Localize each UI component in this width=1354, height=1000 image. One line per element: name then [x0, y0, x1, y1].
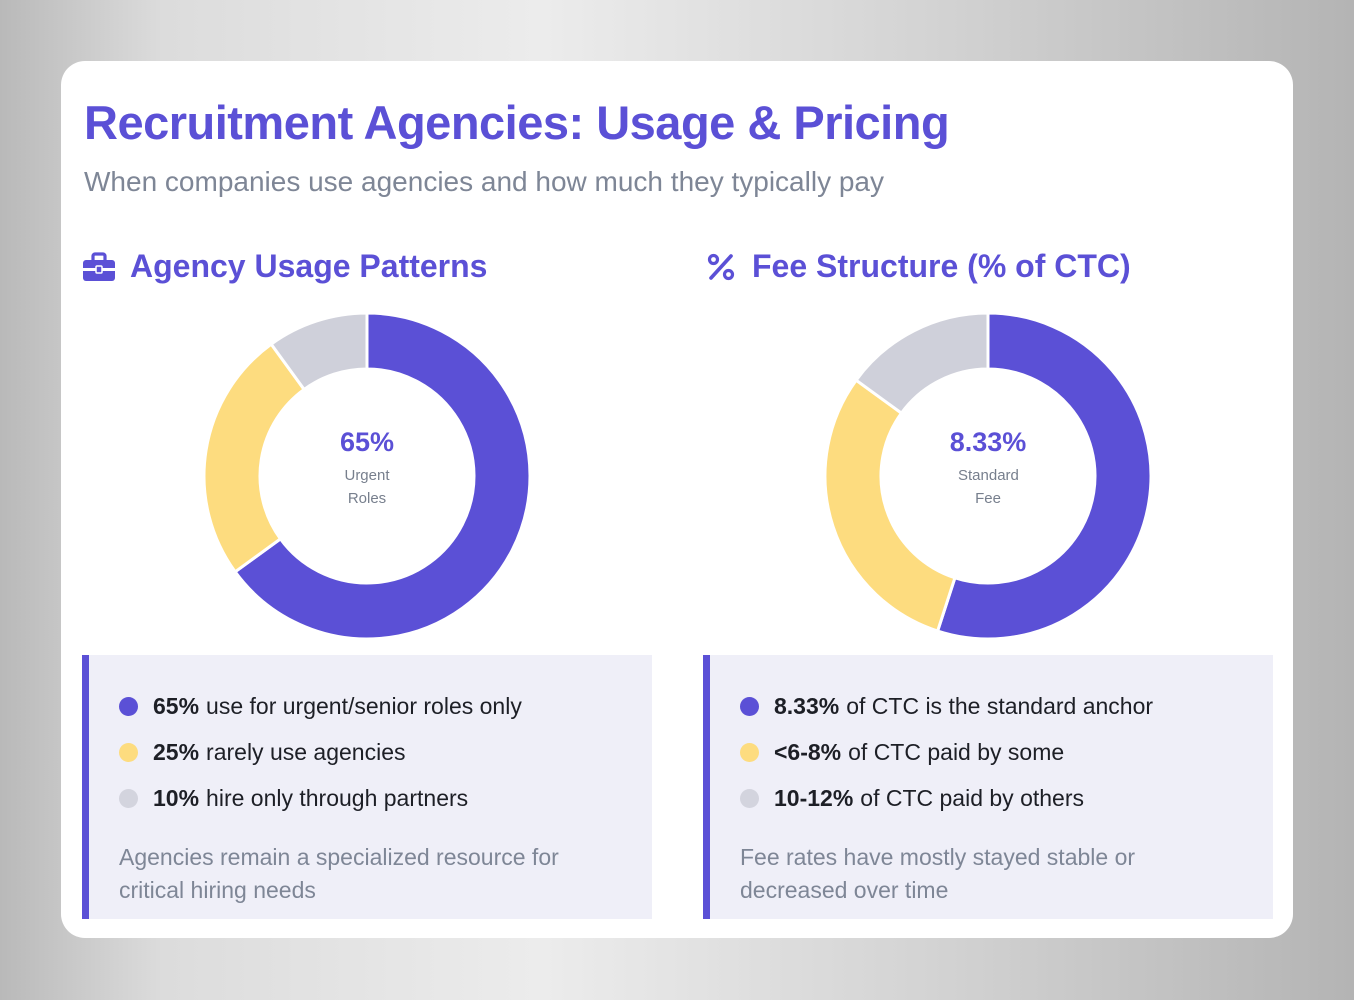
- donut-slice-1: [233, 311, 532, 641]
- legend-value: <6-8%: [774, 738, 842, 765]
- page-title: Recruitment Agencies: Usage & Pricing: [84, 96, 950, 149]
- legend-text: of CTC is the standard anchor: [846, 692, 1154, 719]
- legend-dot: [740, 696, 759, 716]
- page-subtitle: When companies use agencies and how much…: [84, 166, 884, 197]
- usage-panel-title: Agency Usage Patterns: [130, 248, 488, 284]
- legend-value: 8.33%: [774, 692, 840, 719]
- legend-dot: [119, 696, 138, 716]
- legend-item: <6-8% of CTC paid by some: [740, 729, 1273, 775]
- legend-item: 10-12% of CTC paid by others: [740, 775, 1273, 821]
- donut-slice-2: [202, 342, 307, 574]
- legend-value: 10-12%: [774, 784, 854, 811]
- legend-item: 10% hire only through partners: [119, 775, 652, 821]
- legend-dot: [119, 788, 138, 808]
- usage-donut-chart: 65% Urgent Roles: [202, 311, 532, 641]
- legend-text: of CTC paid by some: [848, 738, 1065, 765]
- legend-text: hire only through partners: [206, 784, 469, 811]
- legend-dot: [740, 788, 759, 808]
- infographic-card: Recruitment Agencies: Usage & Pricing Wh…: [61, 61, 1293, 938]
- donut-slice-3: [269, 311, 369, 392]
- legend-dot: [119, 742, 138, 762]
- legend-dot: [740, 742, 759, 762]
- legend-text: use for urgent/senior roles only: [206, 692, 522, 719]
- legend-item: 65% use for urgent/senior roles only: [119, 683, 652, 729]
- fee-legend: 8.33% of CTC is the standard anchor <6-8…: [740, 683, 1273, 821]
- donut-slice-2: [823, 378, 957, 633]
- fee-donut-chart: 8.33% Standard Fee: [823, 311, 1153, 641]
- legend-value: 65%: [153, 692, 200, 719]
- donut-slice-1: [935, 311, 1153, 641]
- usage-legend: 65% use for urgent/senior roles only 25%…: [119, 683, 652, 821]
- donut-slice-3: [854, 311, 990, 416]
- legend-item: 8.33% of CTC is the standard anchor: [740, 683, 1273, 729]
- percent-icon: [704, 250, 738, 284]
- legend-item: 25% rarely use agencies: [119, 729, 652, 775]
- usage-panel-heading: Agency Usage Patterns: [82, 248, 487, 285]
- fee-info-box: 8.33% of CTC is the standard anchor <6-8…: [703, 655, 1273, 919]
- legend-value: 10%: [153, 784, 200, 811]
- fee-panel-title: Fee Structure (% of CTC): [752, 248, 1131, 284]
- legend-text: of CTC paid by others: [860, 784, 1084, 811]
- briefcase-icon: [82, 250, 116, 284]
- fee-panel-heading: Fee Structure (% of CTC): [704, 248, 1131, 285]
- legend-text: rarely use agencies: [206, 738, 406, 765]
- legend-value: 25%: [153, 738, 200, 765]
- fee-note: Fee rates have mostly stayed stable or d…: [740, 844, 1136, 903]
- usage-info-box: 65% use for urgent/senior roles only 25%…: [82, 655, 652, 919]
- usage-note: Agencies remain a specialized resource f…: [119, 844, 559, 903]
